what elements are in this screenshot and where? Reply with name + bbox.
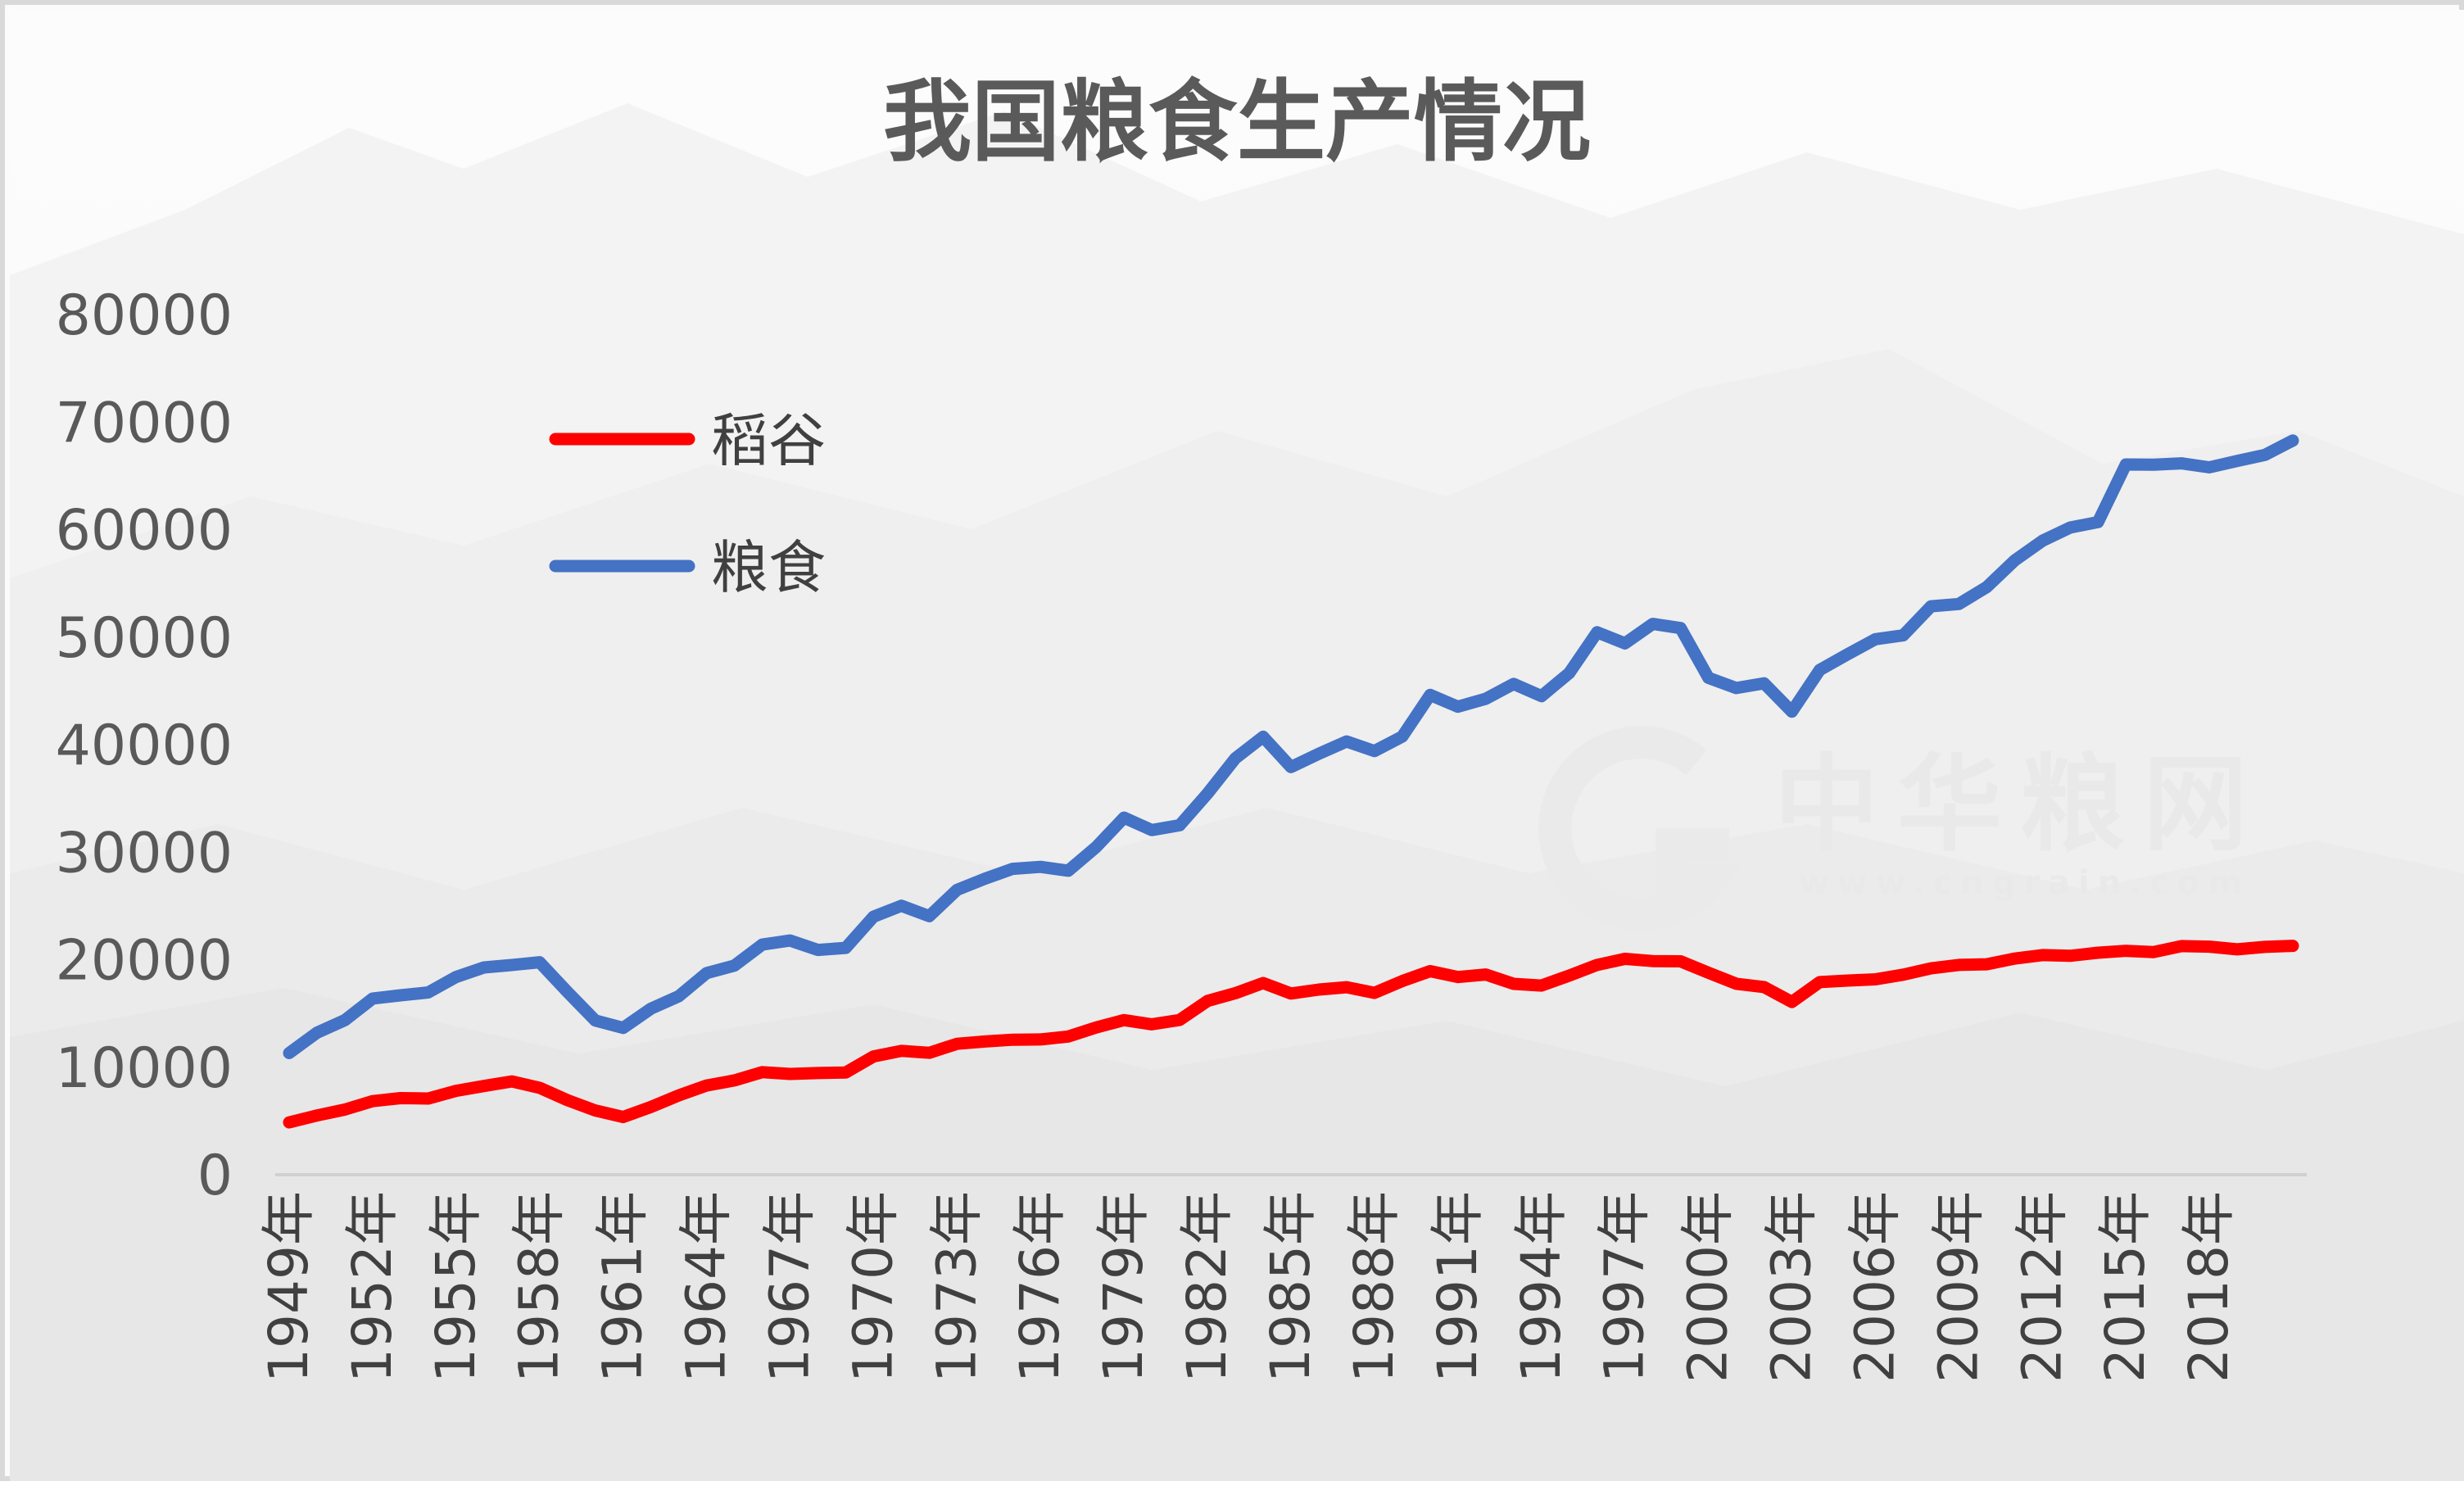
x-tick-label: 1997年 [1593,1191,1656,1383]
series-layer [283,434,2299,1129]
brand-logo-icon [1538,726,1743,931]
line-chart: 中华粮网 www.cngrain.com 我国粮食生产情况 0 10000 2000… [10,10,2464,1481]
series-line-粮食 [283,434,2299,1059]
legend-label: 粮食 [711,534,826,601]
y-axis: 0 10000 20000 30000 40000 50000 60000 70000 8000… [56,283,233,1208]
x-tick-label: 2003年 [1760,1191,1823,1383]
y-tick-label: 30000 [56,821,233,886]
x-tick-label: 2015年 [2094,1191,2157,1383]
x-tick-label: 1979年 [1092,1191,1155,1383]
x-tick-label: 2006年 [1843,1191,1906,1383]
x-tick-label: 1973年 [925,1191,988,1383]
watermark-brand: 中华粮网 [1774,744,2266,866]
x-tick-label: 1970年 [841,1191,904,1383]
y-tick-label: 20000 [56,929,233,994]
y-tick-label: 60000 [56,499,233,564]
x-tick-label: 1991年 [1426,1191,1489,1383]
x-tick-label: 1961年 [591,1191,654,1383]
watermark: 中华粮网 www.cngrain.com [1538,726,2266,931]
y-tick-label: 0 [197,1144,233,1208]
x-tick-label: 1967年 [758,1191,821,1383]
y-tick-label: 50000 [56,606,233,671]
x-tick-label: 1976年 [1008,1191,1071,1383]
x-tick-label: 1994年 [1510,1191,1573,1383]
x-tick-label: 1988年 [1343,1191,1406,1383]
x-tick-label: 1985年 [1259,1191,1322,1383]
x-tick-label: 2012年 [2010,1191,2073,1383]
y-tick-label: 80000 [56,283,233,348]
x-tick-label: 1952年 [341,1191,404,1383]
x-axis: 1949年 1952年 1955年 1958年 1961年 1964年 1967年 1970年… [257,1191,2240,1383]
legend-label: 稻谷 [711,407,826,474]
series-line-稻谷 [283,940,2299,1129]
x-tick-label: 1964年 [675,1191,738,1383]
x-tick-label: 2009年 [1927,1191,1990,1383]
x-tick-label: 1982年 [1175,1191,1239,1383]
x-tick-label: 1955年 [424,1191,487,1383]
x-tick-label: 2018年 [2177,1191,2240,1383]
y-tick-label: 70000 [56,391,233,455]
x-tick-label: 1949年 [257,1191,320,1383]
chart-title: 我国粮食生产情况 [883,71,1591,174]
y-tick-label: 40000 [56,714,233,778]
x-tick-label: 1958年 [508,1191,571,1383]
x-tick-label: 2000年 [1677,1191,1740,1383]
y-tick-label: 10000 [56,1036,233,1101]
watermark-url: www.cngrain.com [1799,864,2250,902]
